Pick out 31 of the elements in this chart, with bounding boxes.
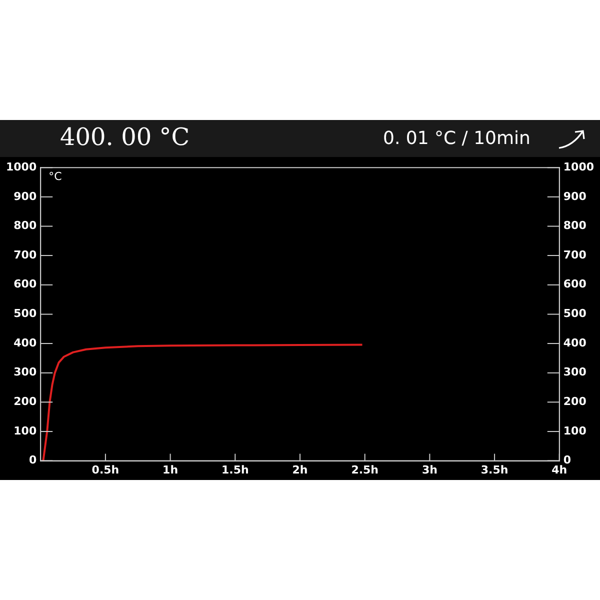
y2-tick-label: 900 xyxy=(563,190,587,203)
y2-tick-label: 1000 xyxy=(563,160,594,174)
y2-tick-label: 500 xyxy=(563,307,587,320)
y2-tick-label: 600 xyxy=(563,278,587,291)
y-axis-title: °C xyxy=(48,170,62,183)
y2-tick-label: 700 xyxy=(563,248,587,262)
x-tick-label: 2h xyxy=(292,463,308,476)
x-tick-label: 1.5h xyxy=(221,463,249,476)
y-tick-label: 400 xyxy=(14,336,37,350)
x-tick-label: 3h xyxy=(422,463,438,476)
chart-title: 400. 00 °C xyxy=(60,123,190,151)
y2-tick-label: 300 xyxy=(563,366,587,379)
y-tick-label: 500 xyxy=(14,307,37,320)
y-tick-label: 800 xyxy=(14,219,37,232)
y2-tick-label: 800 xyxy=(563,219,587,232)
x-tick-label: 2.5h xyxy=(351,463,379,476)
y-tick-label: 100 xyxy=(14,424,37,438)
chart-subtitle: 0. 01 °C / 10min xyxy=(383,128,530,149)
y2-tick-label: 200 xyxy=(563,395,587,408)
x-tick-label: 0.5h xyxy=(92,463,120,476)
y2-tick-label: 400 xyxy=(563,336,587,350)
y-tick-label: 1000 xyxy=(6,160,37,174)
y-tick-label: 200 xyxy=(14,395,37,408)
y-tick-label: 0 xyxy=(28,454,37,467)
x-tick-label: 3.5h xyxy=(480,463,508,476)
y2-tick-label: 100 xyxy=(563,424,587,438)
y-tick-label: 300 xyxy=(14,366,37,379)
y-tick-label: 600 xyxy=(14,278,37,291)
y-tick-label: 900 xyxy=(14,190,37,203)
y-tick-label: 700 xyxy=(14,248,37,262)
x-tick-label: 1h xyxy=(162,463,178,476)
